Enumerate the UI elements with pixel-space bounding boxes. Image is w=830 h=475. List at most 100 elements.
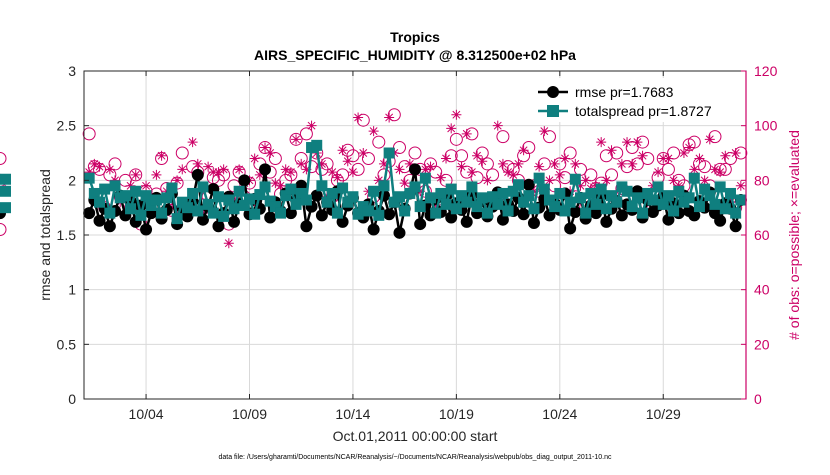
obs-possible-point [723,151,737,165]
totalspread-point [466,181,478,193]
obs-evaluated-point [637,150,648,161]
obs-evaluated-point [575,180,586,191]
rmse-point [460,215,473,228]
rmse-point [569,206,582,219]
obs-possible-point [486,168,500,182]
totalspread-point [326,187,338,199]
obs-evaluated-point [622,137,633,148]
totalspread-point [280,190,292,202]
rmse-point [196,213,209,226]
rmse-point [259,163,272,176]
totalspread-point [450,203,462,215]
totalspread-point [528,203,540,215]
totalspread-point [331,207,343,219]
obs-evaluated-point [399,178,410,189]
y-axis-left-label: rmse and totalspread [37,169,53,301]
totalspread-point [0,173,11,185]
totalspread-point [202,198,214,210]
obs-evaluated-point [477,156,488,167]
totalspread-point [606,190,618,202]
totalspread-point [311,139,323,151]
totalspread-point [461,196,473,208]
totalspread-point [233,185,245,197]
totalspread-point [585,187,597,199]
totalspread-point [362,205,374,217]
obs-evaluated-point [265,148,276,158]
totalspread-point [378,180,390,192]
obs-evaluated-point [285,167,296,178]
totalspread-point [83,172,95,184]
obs-possible-point [449,132,463,146]
rmse-point [543,209,556,222]
obs-evaluated-point [497,158,508,169]
totalspread-point [564,196,576,208]
totalspread-point [611,196,623,208]
obs-evaluated-point [704,134,715,145]
totalspread-point [88,187,100,199]
totalspread-point [673,185,685,197]
obs-evaluated-point [342,156,353,167]
totalspread-point [94,196,106,208]
totalspread-point [238,199,250,211]
obs-evaluated-point [94,161,105,172]
totalspread-point [373,209,385,221]
obs-evaluated-point [544,175,555,186]
totalspread-point [187,187,199,199]
totalspread-point [590,198,602,210]
totalspread-point [244,193,255,205]
obs-evaluated-point [280,164,291,175]
totalspread-point [223,194,235,206]
totalspread-point [430,207,442,219]
obs-evaluated-point [699,175,710,186]
totalspread-point [207,207,219,219]
obs-possible-point [305,160,319,174]
totalspread-point [285,183,297,195]
data-layer [0,109,748,249]
obs-evaluated-point [492,120,503,131]
obs-evaluated-point [472,150,483,161]
obs-evaluated-point [306,120,317,131]
obs-evaluated-point [378,158,389,169]
totalspread-point [704,190,716,202]
obs-evaluated-point [596,137,607,148]
obs-possible-point [429,165,443,179]
legend-rmse-label: rmse pr=1.7683 [575,84,674,100]
totalspread-point [181,202,193,214]
totalspread-point [440,198,452,210]
totalspread-point [507,185,519,197]
totalspread-point [166,182,178,194]
totalspread-point [683,192,695,204]
obs-evaluated-point [513,158,524,169]
rmse-point [662,213,675,226]
obs-possible-point [175,146,189,160]
obs-evaluated-point [534,161,545,172]
totalspread-point [156,207,168,219]
totalspread-point [197,181,209,193]
rmse-point [409,163,421,176]
rmse-point [181,210,194,223]
totalspread-point [538,183,550,195]
totalspread-point [337,182,349,194]
totalspread-point [140,190,152,202]
obs-evaluated-point [694,153,705,164]
totalspread-point [642,187,654,199]
totalspread-point [383,147,395,159]
obs-evaluated-point [466,167,477,178]
obs-evaluated-point [270,178,281,189]
totalspread-point [637,207,649,219]
totalspread-point [347,191,359,203]
x-tick-label: 10/19 [439,406,474,422]
obs-evaluated-point [249,153,260,164]
totalspread-point [730,207,742,219]
rmse-point [517,208,530,221]
rmse-point [564,222,577,235]
rmse-point [310,189,323,202]
obs-evaluated-point [316,158,327,169]
totalspread-point [456,190,468,202]
totalspread-point [688,172,700,184]
obs-possible-point [299,127,313,141]
obs-evaluated-point [627,158,638,169]
obs-evaluated-point [730,148,741,158]
obs-possible-point [129,168,143,182]
obs-evaluated-point [425,161,436,172]
